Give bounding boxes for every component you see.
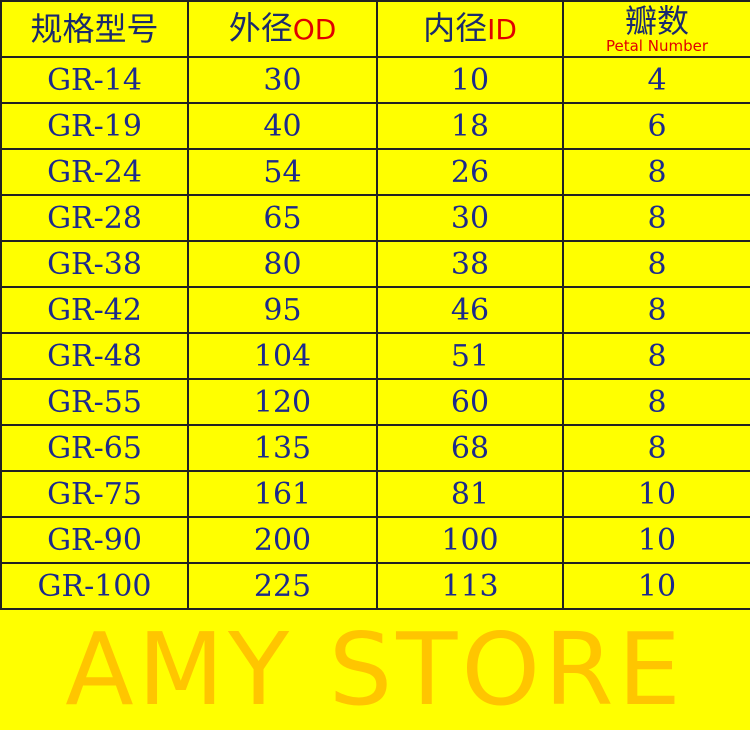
cell-model: GR-100	[0, 562, 189, 610]
cell-model: GR-19	[0, 102, 189, 150]
cell-petals: 10	[562, 562, 750, 610]
cell-id: 46	[376, 286, 564, 334]
cell-od: 200	[187, 516, 378, 564]
cell-id: 30	[376, 194, 564, 242]
header-model-label: 规格型号	[30, 10, 159, 48]
table-row: GR-48 104 51 8	[0, 332, 750, 380]
header-petal-cn: 瓣数	[624, 2, 689, 40]
cell-od: 120	[187, 378, 378, 426]
cell-model: GR-48	[0, 332, 189, 380]
header-petal: 瓣数 Petal Number	[562, 0, 750, 58]
cell-petals: 8	[562, 240, 750, 288]
cell-petals: 6	[562, 102, 750, 150]
header-id-en: ID	[487, 13, 517, 46]
cell-model: GR-75	[0, 470, 189, 518]
table-row: GR-65 135 68 8	[0, 424, 750, 472]
cell-model: GR-28	[0, 194, 189, 242]
cell-petals: 8	[562, 148, 750, 196]
header-petal-en: Petal Number	[605, 37, 708, 55]
header-od: 外径OD	[187, 0, 378, 58]
table-row: GR-55 120 60 8	[0, 378, 750, 426]
cell-id: 38	[376, 240, 564, 288]
cell-id: 68	[376, 424, 564, 472]
cell-petals: 8	[562, 332, 750, 380]
cell-od: 95	[187, 286, 378, 334]
cell-model: GR-14	[0, 56, 189, 104]
table-row: GR-24 54 26 8	[0, 148, 750, 196]
cell-petals: 8	[562, 194, 750, 242]
cell-id: 113	[376, 562, 564, 610]
cell-model: GR-38	[0, 240, 189, 288]
cell-id: 10	[376, 56, 564, 104]
cell-od: 65	[187, 194, 378, 242]
cell-petals: 8	[562, 378, 750, 426]
cell-od: 135	[187, 424, 378, 472]
cell-id: 81	[376, 470, 564, 518]
cell-od: 80	[187, 240, 378, 288]
header-model: 规格型号	[0, 0, 189, 58]
cell-model: GR-42	[0, 286, 189, 334]
cell-model: GR-24	[0, 148, 189, 196]
spec-table: 规格型号 外径OD 内径ID 瓣数 Petal Number GR-14 30 10 4…	[0, 0, 750, 610]
cell-petals: 10	[562, 470, 750, 518]
table-row: GR-28 65 30 8	[0, 194, 750, 242]
cell-od: 40	[187, 102, 378, 150]
table-row: GR-38 80 38 8	[0, 240, 750, 288]
table-row: GR-42 95 46 8	[0, 286, 750, 334]
cell-id: 18	[376, 102, 564, 150]
cell-od: 225	[187, 562, 378, 610]
header-od-en: OD	[292, 13, 337, 46]
cell-id: 26	[376, 148, 564, 196]
cell-model: GR-90	[0, 516, 189, 564]
table-row: GR-75 161 81 10	[0, 470, 750, 518]
header-id: 内径ID	[376, 0, 564, 58]
header-row: 规格型号 外径OD 内径ID 瓣数 Petal Number	[0, 0, 750, 58]
cell-petals: 4	[562, 56, 750, 104]
watermark: AMY STORE	[65, 611, 685, 728]
cell-model: GR-65	[0, 424, 189, 472]
table-row: GR-14 30 10 4	[0, 56, 750, 104]
cell-od: 104	[187, 332, 378, 380]
cell-model: GR-55	[0, 378, 189, 426]
cell-od: 30	[187, 56, 378, 104]
cell-id: 51	[376, 332, 564, 380]
cell-od: 161	[187, 470, 378, 518]
cell-id: 100	[376, 516, 564, 564]
table-row: GR-100 225 113 10	[0, 562, 750, 610]
table-row: GR-90 200 100 10	[0, 516, 750, 564]
cell-od: 54	[187, 148, 378, 196]
cell-id: 60	[376, 378, 564, 426]
table-row: GR-19 40 18 6	[0, 102, 750, 150]
cell-petals: 10	[562, 516, 750, 564]
cell-petals: 8	[562, 286, 750, 334]
header-od-cn: 外径	[228, 9, 293, 47]
cell-petals: 8	[562, 424, 750, 472]
header-id-cn: 内径	[423, 9, 488, 47]
